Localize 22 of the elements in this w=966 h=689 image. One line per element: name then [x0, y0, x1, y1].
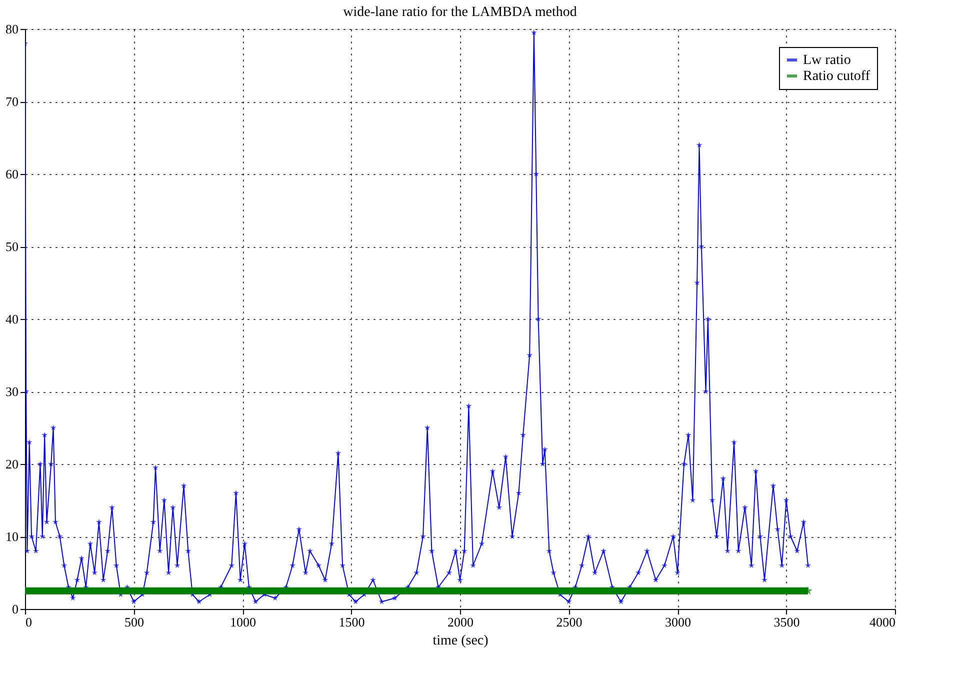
y-tick-label: 80: [6, 22, 18, 36]
y-tick-label: 10: [6, 529, 18, 544]
x-axis-title: time (sec): [432, 634, 489, 648]
x-tick-label: 3500: [774, 614, 800, 630]
y-tick-label: 30: [6, 384, 18, 399]
y-tick-label: 20: [6, 456, 18, 472]
chart-title: wide-lane ratio for the LAMBDA method: [343, 5, 577, 20]
legend-label: Ratio cutoff: [803, 69, 870, 84]
y-tick-label: 50: [6, 239, 18, 254]
x-tick-label: 3000: [665, 614, 691, 630]
x-tick-label: 1000: [230, 614, 256, 630]
y-tick-label: 70: [6, 94, 18, 109]
x-tick-label: 2500: [556, 614, 582, 630]
x-tick-label: 0: [26, 614, 32, 630]
y-tick-label: 40: [6, 312, 18, 326]
x-tick-label: 2000: [448, 614, 474, 630]
x-tick-label: 4000: [870, 614, 896, 630]
y-tick-label: 60: [6, 166, 18, 182]
legend-label: Lw ratio: [803, 53, 851, 68]
y-tick-label: 0: [12, 602, 18, 616]
x-tick-label: 500: [124, 614, 144, 630]
x-tick-label: 1500: [338, 614, 365, 630]
